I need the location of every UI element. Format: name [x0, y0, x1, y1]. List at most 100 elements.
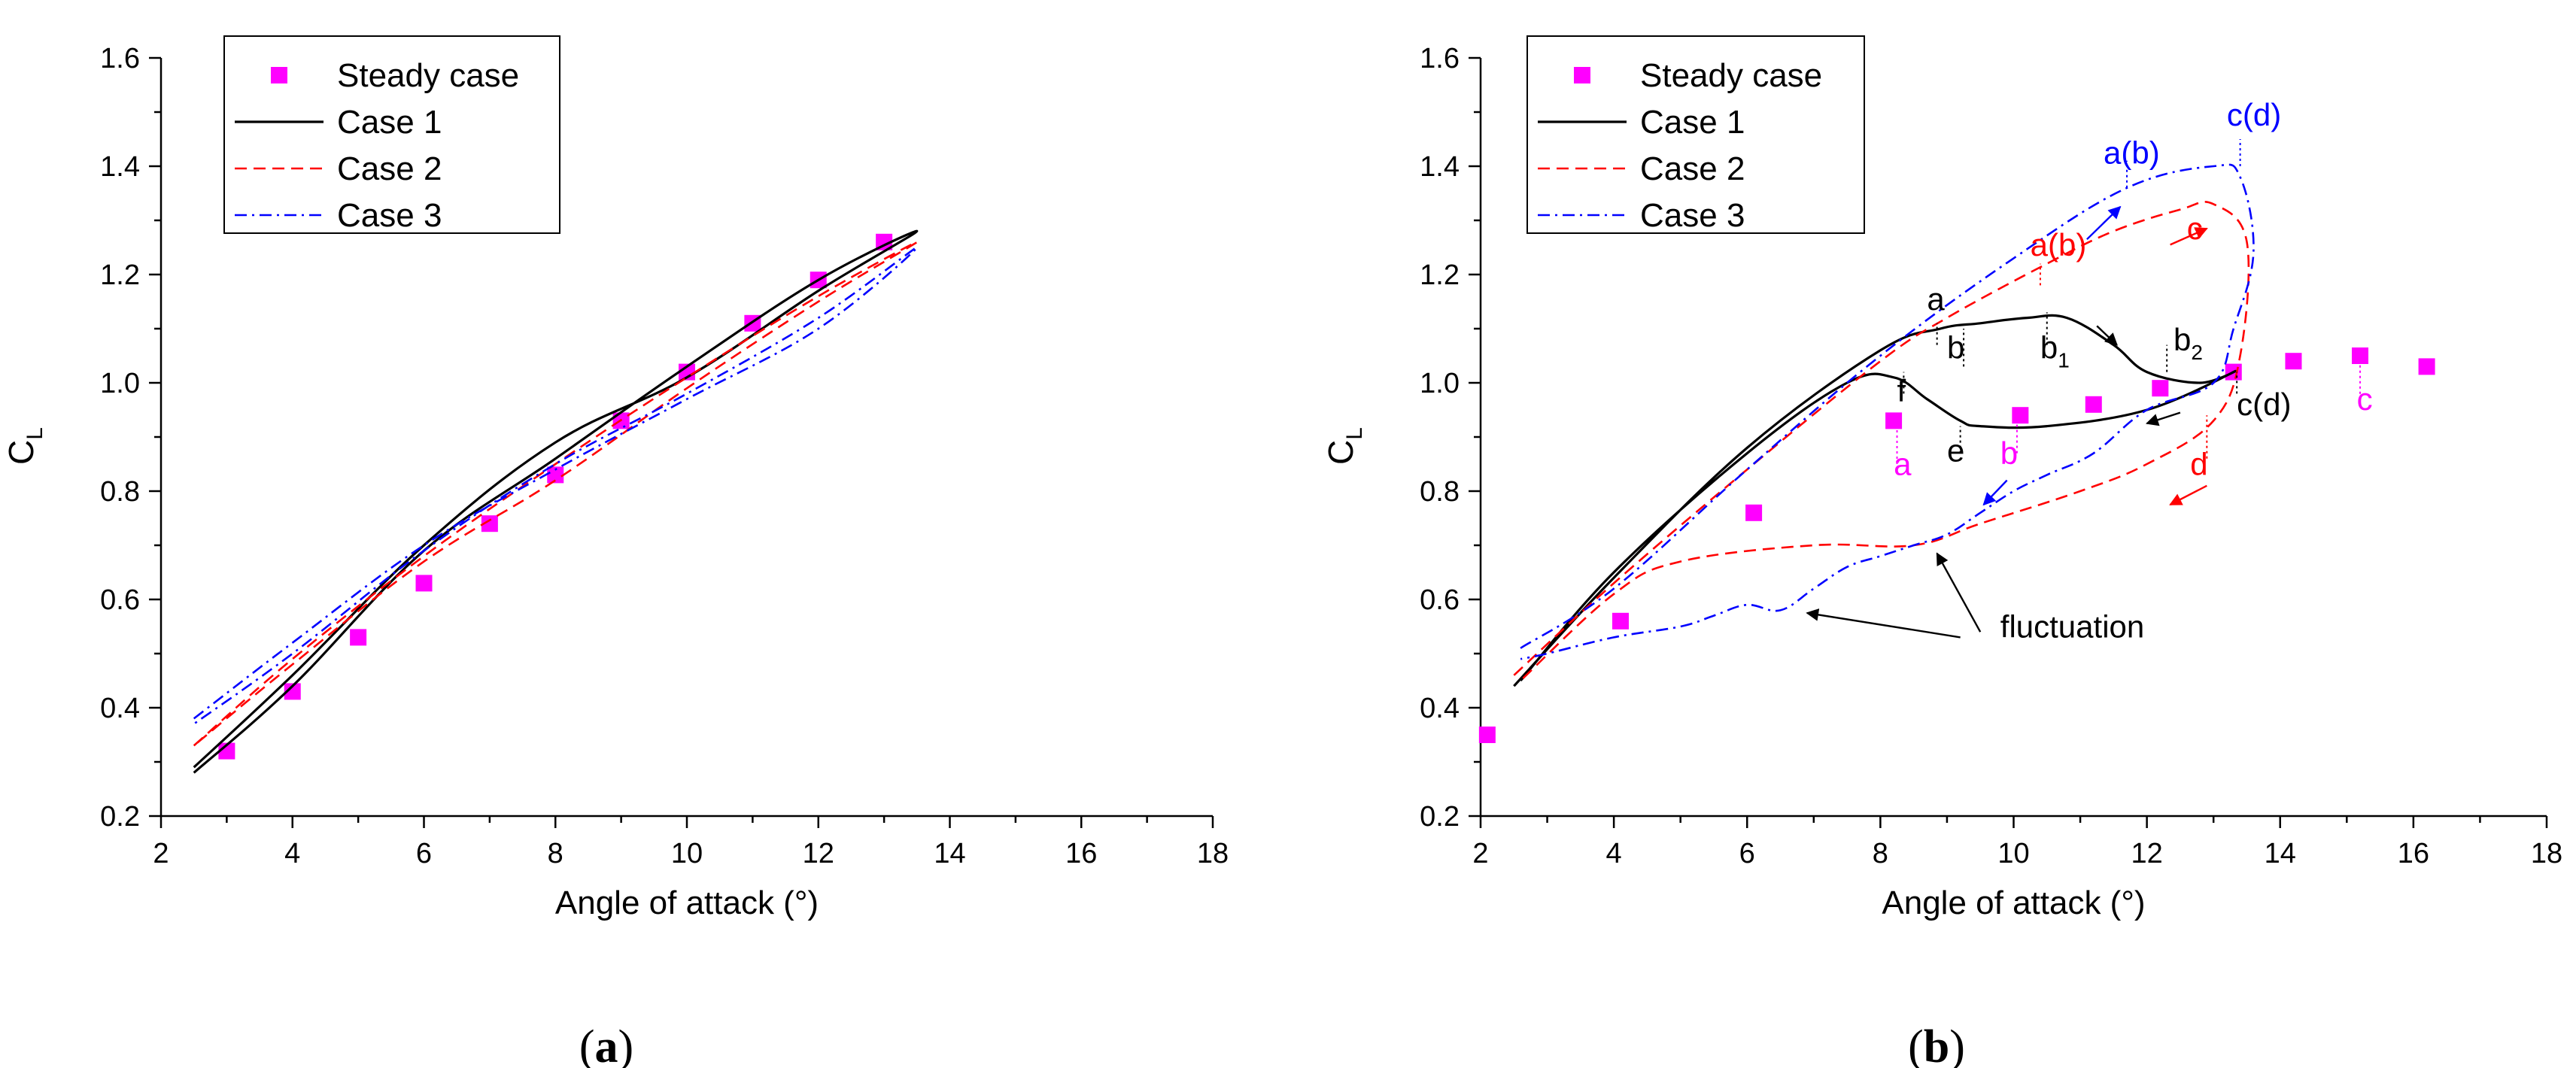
- y-tick-label: 0.2: [100, 801, 140, 833]
- steady-case-marker: [2085, 396, 2102, 413]
- direction-arrow: [2096, 325, 2118, 346]
- x-tick-label: 16: [2398, 838, 2429, 869]
- y-tick-label: 1.6: [100, 43, 140, 74]
- x-tick-label: 18: [1197, 838, 1229, 869]
- y-tick-label: 0.2: [1420, 801, 1460, 833]
- steady-case-marker: [2352, 347, 2369, 364]
- annotation-label: b: [1947, 330, 1964, 366]
- y-tick-label: 0.6: [100, 584, 140, 616]
- x-tick-label: 10: [1997, 838, 2029, 869]
- y-axis-label: CL: [2, 427, 47, 465]
- annotation-label: c: [2357, 381, 2373, 417]
- direction-arrow: [2086, 205, 2122, 241]
- direction-arrow: [2169, 484, 2207, 506]
- y-tick-label: 1.2: [100, 259, 140, 291]
- legend: Steady case Case 1 Case 2 Case 3: [1526, 35, 1865, 234]
- annotation-label: fluctuation: [2000, 608, 2144, 644]
- series-group: [193, 229, 919, 774]
- direction-arrow: [2170, 227, 2208, 246]
- x-tick-label: 8: [1873, 838, 1888, 869]
- direction-arrow: [1806, 608, 1961, 639]
- steady-case-marker: [2012, 407, 2029, 424]
- legend-label: Case 1: [1640, 104, 1745, 141]
- annotation-label: f: [1897, 373, 1906, 408]
- direction-arrow: [1982, 479, 2008, 506]
- annotation-label: d: [2190, 446, 2207, 481]
- chart-panel-a: (a) 2 4 6 8 10 12 14 16 18 0.2 0.4 0.6 0.8 1.0 1.2 1.4 1…: [2, 35, 1229, 1068]
- y-tick-label: 0.4: [1420, 693, 1460, 724]
- x-tick-label: 6: [416, 838, 432, 869]
- steady-case-marker: [284, 683, 301, 700]
- panel-a-caption: (a): [579, 1021, 633, 1068]
- steady-case-marker: [1885, 412, 1903, 429]
- annotation-label: b1: [2040, 330, 2070, 372]
- axes-a: 2 4 6 8 10 12 14 16 18 0.2 0.4 0.6 0.8 1.0 1.2 1.4 1.6 An…: [2, 43, 1229, 921]
- x-tick-label: 10: [671, 838, 703, 869]
- annotation-label: a(b): [2104, 135, 2160, 170]
- chart-panel-b: (b) 2 4 6 8 10 12 14 16 18 0.2 0.4 0.6 0.8 1.0 1.2 1.4 1…: [1321, 35, 2562, 1068]
- x-axis-label: Angle of attack (°): [555, 884, 819, 921]
- y-tick-label: 1.6: [1420, 43, 1460, 74]
- annotation-label: b: [2000, 435, 2018, 471]
- annotation-label: e: [1947, 432, 1964, 468]
- y-tick-label: 1.0: [1420, 368, 1460, 399]
- y-tick-label: 0.4: [100, 693, 140, 724]
- steady-case-marker: [2152, 380, 2169, 397]
- x-tick-label: 14: [934, 838, 965, 869]
- annotation-label: a: [1927, 281, 1945, 317]
- case-3-line: [1520, 163, 2255, 660]
- x-tick-label: 14: [2265, 838, 2296, 869]
- annotation-label: b2: [2174, 322, 2203, 364]
- case-2-line: [193, 241, 919, 747]
- steady-case-marker: [2285, 353, 2302, 370]
- axes-b: 2 4 6 8 10 12 14 16 18 0.2 0.4 0.6 0.8 1.0 1.2 1.4 1.6 An…: [1321, 43, 2562, 921]
- y-tick-label: 0.8: [100, 476, 140, 508]
- annotation-label: c(d): [2237, 387, 2291, 422]
- legend-marker: [1574, 67, 1590, 83]
- annotation-label: c(d): [2227, 97, 2281, 132]
- steady-case-marker: [481, 515, 498, 532]
- steady-case-marker: [350, 629, 367, 646]
- x-tick-label: 12: [803, 838, 834, 869]
- y-tick-label: 1.2: [1420, 259, 1460, 291]
- x-tick-label: 2: [153, 838, 169, 869]
- y-tick-label: 1.0: [100, 368, 140, 399]
- legend-label: Case 3: [337, 197, 442, 234]
- legend-label: Case 1: [337, 104, 442, 141]
- legend-label: Case 2: [337, 150, 442, 187]
- x-tick-label: 18: [2531, 838, 2562, 869]
- legend-marker: [271, 67, 287, 83]
- y-tick-label: 1.4: [100, 151, 140, 183]
- steady-case-marker: [2418, 358, 2435, 375]
- annotation-label: a(b): [2031, 227, 2087, 262]
- x-tick-label: 6: [1739, 838, 1755, 869]
- steady-case-marker: [415, 575, 433, 592]
- x-tick-label: 2: [1472, 838, 1488, 869]
- direction-arrow: [1936, 552, 1982, 633]
- y-tick-label: 0.8: [1420, 476, 1460, 508]
- steady-case-marker: [1478, 727, 1496, 743]
- case-1-line: [193, 229, 919, 774]
- legend-label: Case 2: [1640, 150, 1745, 187]
- steady-case-marker: [1612, 612, 1629, 630]
- legend: Steady case Case 1 Case 2 Case 3: [223, 35, 560, 234]
- y-tick-label: 1.4: [1420, 151, 1460, 183]
- direction-arrow: [2146, 411, 2181, 426]
- x-tick-label: 4: [1606, 838, 1622, 869]
- case-1-line: [1513, 314, 2237, 687]
- steady-case-marker: [547, 466, 564, 484]
- case-3-line: [193, 246, 919, 725]
- x-tick-label: 8: [548, 838, 564, 869]
- steady-case-marker: [1745, 504, 1763, 521]
- x-tick-label: 4: [284, 838, 300, 869]
- legend-label: Steady case: [1640, 57, 1822, 94]
- x-tick-label: 16: [1065, 838, 1097, 869]
- x-tick-label: 12: [2131, 838, 2162, 869]
- annotation-label: c: [2187, 211, 2203, 246]
- legend-label: Case 3: [1640, 197, 1745, 234]
- y-tick-label: 0.6: [1420, 584, 1460, 616]
- x-axis-label: Angle of attack (°): [1882, 884, 2145, 921]
- y-axis-label: CL: [1321, 427, 1367, 465]
